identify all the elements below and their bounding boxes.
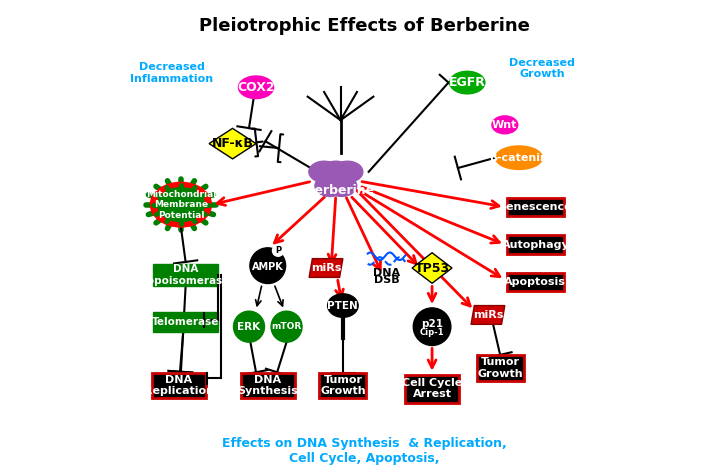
Text: Decreased
Growth: Decreased Growth: [510, 57, 575, 79]
Circle shape: [234, 311, 264, 342]
Text: p21: p21: [421, 319, 443, 329]
Circle shape: [250, 248, 285, 284]
Circle shape: [414, 308, 451, 345]
Text: DNA
Replication: DNA Replication: [143, 375, 213, 396]
Ellipse shape: [496, 146, 542, 170]
Text: DNA: DNA: [373, 268, 400, 278]
FancyBboxPatch shape: [153, 264, 218, 286]
Text: Cip-1: Cip-1: [420, 328, 444, 337]
Text: TP53: TP53: [414, 262, 450, 275]
Text: Apoptosis: Apoptosis: [505, 277, 566, 287]
Polygon shape: [309, 258, 343, 277]
FancyBboxPatch shape: [151, 373, 205, 398]
Text: Mitochondrial
Membrane
Potential: Mitochondrial Membrane Potential: [146, 190, 216, 219]
Text: Pleiotrophic Effects of Berberine: Pleiotrophic Effects of Berberine: [199, 17, 529, 35]
Text: Tumor
Growth: Tumor Growth: [320, 375, 365, 396]
Text: mTOR: mTOR: [272, 322, 301, 331]
FancyBboxPatch shape: [507, 235, 563, 254]
Ellipse shape: [320, 161, 351, 182]
Text: Autophagy: Autophagy: [502, 239, 569, 249]
Text: EGFR: EGFR: [449, 76, 486, 89]
FancyBboxPatch shape: [507, 198, 563, 217]
Ellipse shape: [309, 161, 339, 182]
Text: Decreased
Inflammation: Decreased Inflammation: [130, 62, 213, 84]
Text: miRs: miRs: [311, 263, 341, 273]
Text: β-catenin: β-catenin: [489, 152, 548, 163]
FancyBboxPatch shape: [320, 373, 366, 398]
Text: Berberine: Berberine: [306, 184, 375, 197]
FancyBboxPatch shape: [241, 373, 295, 398]
Text: miRs: miRs: [473, 310, 504, 320]
Text: Tumor
Growth: Tumor Growth: [478, 357, 523, 379]
Circle shape: [272, 245, 284, 256]
Polygon shape: [412, 253, 452, 283]
Ellipse shape: [450, 71, 485, 94]
Text: COX2: COX2: [237, 81, 275, 94]
Text: P: P: [275, 246, 281, 255]
Polygon shape: [471, 305, 505, 324]
Ellipse shape: [326, 175, 357, 197]
Text: DSB: DSB: [373, 275, 400, 285]
Ellipse shape: [239, 76, 274, 98]
Text: NF-κB: NF-κB: [212, 137, 253, 150]
Text: ERK: ERK: [237, 322, 261, 332]
Text: Telomerase: Telomerase: [152, 317, 219, 327]
FancyBboxPatch shape: [507, 273, 563, 292]
Ellipse shape: [492, 116, 518, 134]
Ellipse shape: [332, 161, 363, 182]
Text: Senescence: Senescence: [499, 202, 572, 212]
Circle shape: [271, 311, 302, 342]
Ellipse shape: [315, 175, 346, 197]
Text: DNA
Synthesis: DNA Synthesis: [237, 375, 298, 396]
Text: Cell Cycle
Arrest: Cell Cycle Arrest: [402, 378, 462, 399]
Polygon shape: [209, 128, 256, 159]
Text: Effects on DNA Synthesis  & Replication,
Cell Cycle, Apoptosis,: Effects on DNA Synthesis & Replication, …: [221, 437, 507, 465]
Text: Wnt: Wnt: [492, 120, 518, 130]
FancyBboxPatch shape: [405, 375, 459, 403]
Text: AMPK: AMPK: [252, 262, 284, 272]
FancyBboxPatch shape: [153, 312, 218, 332]
Ellipse shape: [328, 294, 358, 317]
Text: DNA
Topoisomerase: DNA Topoisomerase: [141, 264, 230, 286]
Text: PTEN: PTEN: [328, 301, 358, 311]
Ellipse shape: [151, 182, 211, 227]
FancyBboxPatch shape: [477, 355, 523, 381]
Ellipse shape: [157, 188, 205, 221]
